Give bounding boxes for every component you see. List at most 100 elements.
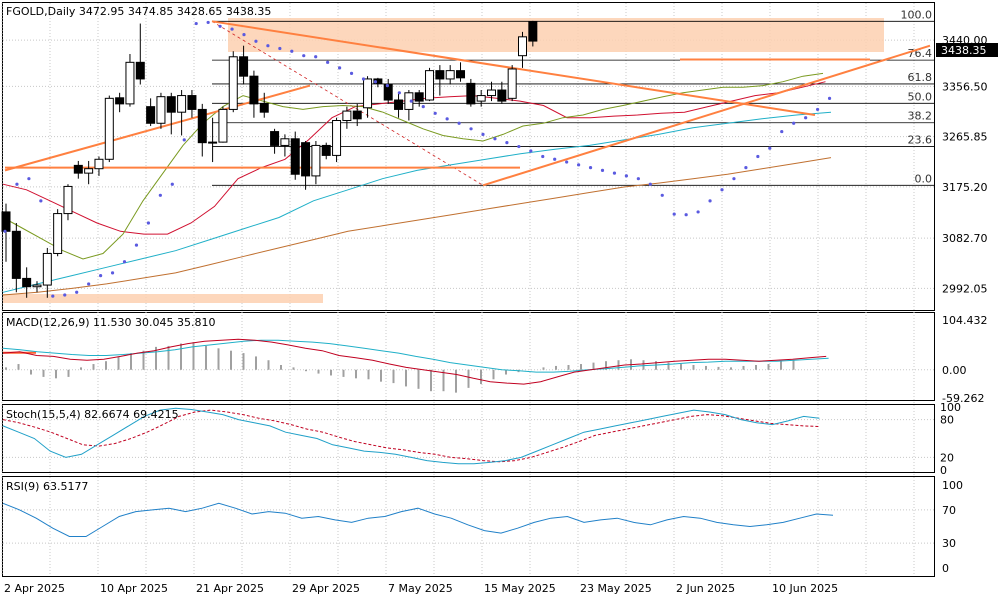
- fib-label: 50.0: [908, 90, 933, 103]
- candle-body: [32, 284, 42, 288]
- candle-body: [445, 70, 455, 80]
- candle-body: [1, 211, 11, 232]
- sar-dot: [39, 199, 43, 203]
- fib-label: 23.6: [908, 134, 933, 147]
- ma-mid-line: [2, 81, 826, 235]
- price-header: FGOLD,Daily 3472.95 3474.85 3428.65 3438…: [6, 5, 271, 18]
- sar-dot: [469, 127, 473, 131]
- candle-body: [239, 56, 249, 77]
- stoch-tick-label: 0: [940, 464, 947, 477]
- ma-fast-line: [2, 72, 824, 260]
- candle-body: [487, 89, 497, 97]
- sar-dot: [553, 157, 557, 161]
- candle-body: [301, 142, 311, 177]
- last-price-tag-bg: [936, 43, 998, 57]
- sar-dot: [99, 274, 103, 278]
- sar-dot: [696, 210, 700, 214]
- candle-body: [476, 95, 486, 102]
- stoch-tick-label: 20: [940, 451, 954, 464]
- sar-dot: [122, 260, 127, 264]
- fib-label: 100.0: [901, 8, 933, 21]
- sar-dot: [780, 129, 784, 134]
- rsi-line: [2, 502, 834, 537]
- candle-body: [342, 110, 352, 121]
- sar-dot: [744, 165, 748, 170]
- candle-body: [394, 99, 404, 110]
- sar-dot: [481, 132, 485, 136]
- sar-dot: [827, 96, 832, 100]
- sar-dot: [27, 177, 31, 181]
- sar-dot: [445, 117, 449, 121]
- sar-dot: [600, 168, 605, 172]
- moving-averages: [2, 72, 832, 296]
- support-zone: [3, 294, 323, 303]
- macd-signal-line: [2, 339, 829, 373]
- sar-dot: [493, 137, 497, 141]
- sar-dot: [756, 154, 760, 159]
- candle-body: [435, 70, 445, 80]
- date-tick-label: 10 Jun 2025: [772, 582, 838, 595]
- rsi-tick-label: 70: [942, 504, 956, 517]
- stoch-tick-label: 100: [940, 401, 961, 414]
- sar-dot: [242, 33, 246, 37]
- candle-body: [187, 95, 197, 110]
- date-tick-label: 2 Jun 2025: [676, 582, 735, 595]
- sar-dot: [612, 171, 617, 175]
- macd-tick-label: 0.00: [942, 364, 967, 377]
- sar-dot: [206, 20, 210, 25]
- candle-body: [497, 89, 507, 102]
- sar-dot: [672, 212, 676, 216]
- sar-dot: [373, 80, 378, 84]
- fibonacci-levels: 100.076.461.850.038.223.60.0: [211, 8, 934, 186]
- highlight-zones: [3, 18, 884, 303]
- sar-dot: [87, 282, 91, 286]
- candle-body: [42, 252, 52, 286]
- candle-body: [311, 144, 321, 177]
- sar-dot: [134, 243, 139, 247]
- sar-dot: [266, 44, 270, 48]
- sar-dot: [636, 177, 640, 181]
- sar-dot: [314, 55, 318, 59]
- candle-body: [63, 185, 73, 215]
- candle-body: [249, 75, 259, 105]
- resistance-zone: [228, 18, 884, 52]
- sar-dot: [792, 121, 796, 125]
- sar-dot: [349, 71, 354, 76]
- date-tick-label: 7 May 2025: [388, 582, 453, 595]
- rsi-tick-label: 0: [942, 562, 949, 575]
- rsi-tick-label: 100: [942, 479, 963, 492]
- candle-body: [53, 213, 63, 254]
- axis-labels: 3440.003356.503265.853175.203082.702992.…: [4, 34, 988, 595]
- candle-body: [290, 138, 300, 175]
- candle-body: [518, 36, 527, 57]
- sar-dot: [517, 144, 521, 149]
- candle-body: [166, 96, 176, 113]
- sar-dot: [577, 163, 581, 167]
- sar-dot: [529, 149, 533, 153]
- sar-dot: [565, 160, 569, 164]
- candle-body: [270, 131, 280, 146]
- sar-dot: [3, 229, 7, 233]
- price-tick-label: 2992.05: [942, 282, 988, 295]
- candle-body: [115, 97, 125, 105]
- sar-dot: [326, 60, 330, 64]
- price-tick-label: 3356.50: [942, 80, 988, 93]
- candles: [1, 20, 538, 298]
- sar-dot: [254, 39, 258, 43]
- sar-dot: [684, 213, 688, 217]
- sar-dot: [732, 177, 736, 181]
- candle-body: [177, 95, 187, 113]
- fib-label: 38.2: [908, 110, 933, 123]
- candle-body: [414, 92, 424, 102]
- fib-label: 61.8: [908, 71, 933, 84]
- sar-dot: [170, 182, 174, 186]
- trendlines: [4, 20, 931, 187]
- last-price-tag: 3438.35: [941, 44, 987, 57]
- candle-body: [125, 61, 135, 105]
- sar-dot: [194, 21, 198, 26]
- sar-dot: [660, 193, 664, 197]
- candle-body: [156, 96, 166, 124]
- stoch-k-line: [2, 407, 820, 465]
- sar-dot: [51, 294, 55, 298]
- sar-dot: [421, 105, 425, 109]
